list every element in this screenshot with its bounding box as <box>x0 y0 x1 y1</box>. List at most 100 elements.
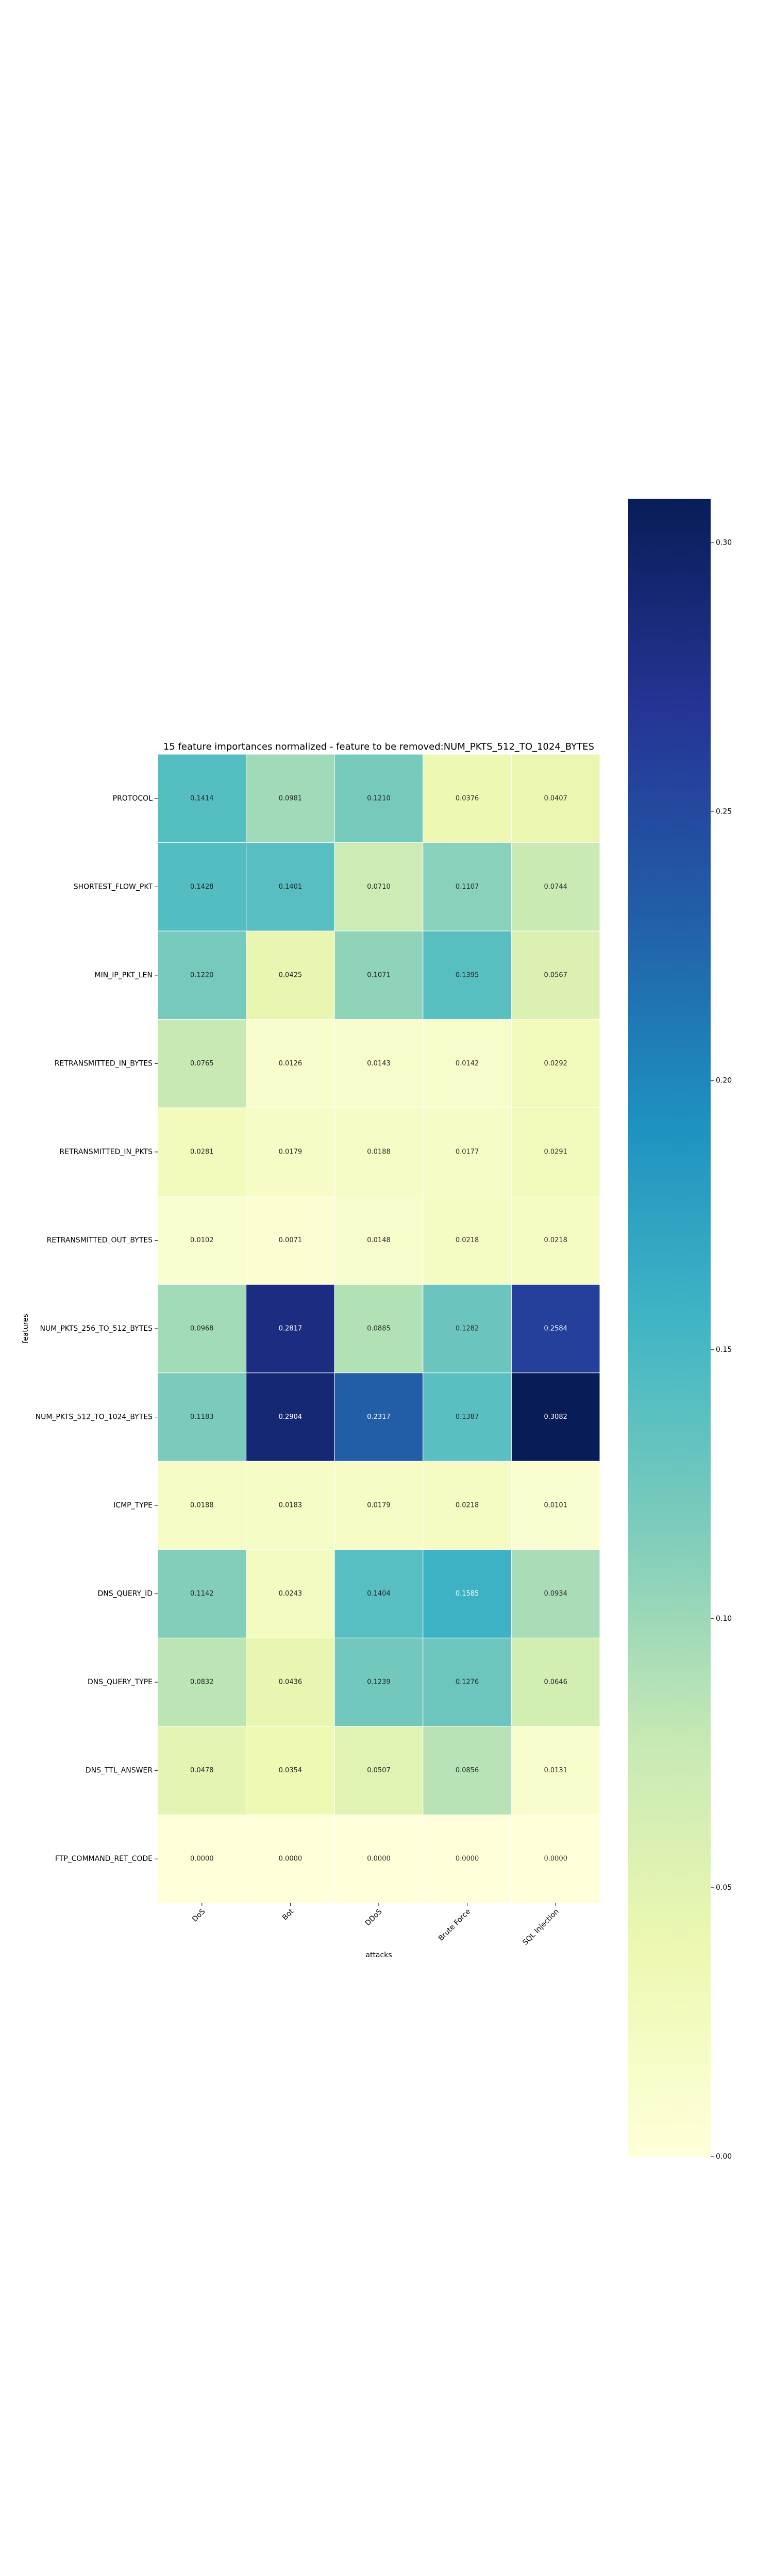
heatmap-cell <box>334 754 424 843</box>
heatmap-cell <box>423 930 512 1020</box>
heatmap-cell <box>511 1461 600 1550</box>
colorbar-tick-label: 0.25 <box>716 808 732 816</box>
heatmap-cell <box>511 1372 600 1462</box>
cell-label: 0.0071 <box>279 1236 303 1244</box>
cell-label: 0.0507 <box>367 1767 391 1774</box>
cell-label: 0.0744 <box>544 883 567 891</box>
cell-label: 0.0148 <box>367 1236 391 1244</box>
x-axis-label: attacks <box>365 1951 392 1959</box>
heatmap-cell <box>334 1372 424 1462</box>
cell-label: 0.0646 <box>544 1679 567 1686</box>
cell-label: 0.1276 <box>456 1679 479 1686</box>
heatmap-cell <box>423 1196 512 1285</box>
cell-label: 0.0856 <box>456 1767 479 1774</box>
cell-label: 0.2584 <box>544 1325 567 1333</box>
cell-label: 0.0968 <box>190 1325 214 1333</box>
cell-label: 0.0188 <box>367 1148 391 1156</box>
y-tick-label: SHORTEST_FLOW_PKT <box>74 883 153 891</box>
heatmap-cell <box>246 1196 335 1285</box>
heatmap-cell <box>246 1461 335 1550</box>
heatmap-cell <box>246 1549 335 1638</box>
heatmap-cell <box>157 1107 247 1197</box>
cell-label: 0.1239 <box>367 1679 391 1686</box>
cell-label: 0.0101 <box>544 1502 567 1510</box>
heatmap-cell <box>423 1726 512 1815</box>
cell-label: 0.0243 <box>279 1590 303 1598</box>
cell-label: 0.1071 <box>367 971 391 979</box>
cell-label: 0.1404 <box>367 1590 391 1598</box>
cell-label: 0.0281 <box>190 1148 214 1156</box>
y-tick-label: FTP_COMMAND_RET_CODE <box>55 1855 153 1863</box>
colorbar-tick-label: 0.10 <box>716 1615 732 1623</box>
cell-label: 0.0478 <box>190 1767 214 1774</box>
cell-label: 0.0832 <box>190 1679 214 1686</box>
heatmap-cell <box>511 1549 600 1638</box>
cell-label: 0.1282 <box>456 1325 479 1333</box>
y-tick-label: RETRANSMITTED_OUT_BYTES <box>47 1236 153 1244</box>
cell-label: 0.0425 <box>279 971 303 979</box>
cell-label: 0.0000 <box>367 1855 391 1863</box>
x-tick-label: DDoS <box>364 1907 384 1927</box>
x-tick-label: DoS <box>191 1907 207 1923</box>
cell-label: 0.1142 <box>190 1590 214 1598</box>
heatmap-cell <box>423 754 512 843</box>
heatmap-cell <box>246 1814 335 1904</box>
y-tick-label: DNS_QUERY_TYPE <box>88 1678 153 1686</box>
y-tick-label: PROTOCOL <box>113 794 153 803</box>
heatmap-cell <box>334 842 424 931</box>
cell-label: 0.0000 <box>190 1855 214 1863</box>
cell-label: 0.0218 <box>456 1236 479 1244</box>
cell-label: 0.0885 <box>367 1325 391 1333</box>
x-tick-label: Bot <box>281 1907 295 1922</box>
cell-label: 0.0407 <box>544 794 567 802</box>
heatmap-cell <box>246 754 335 843</box>
heatmap-cell <box>511 1637 600 1727</box>
heatmap-cell <box>423 1372 512 1462</box>
cell-label: 0.1107 <box>456 883 479 891</box>
cell-label: 0.0102 <box>190 1236 214 1244</box>
cell-label: 0.0354 <box>279 1767 303 1774</box>
cell-label: 0.2904 <box>279 1413 303 1421</box>
heatmap-cell <box>157 1726 247 1815</box>
y-tick-label: DNS_QUERY_ID <box>97 1590 153 1598</box>
colorbar-tick-label: 0.20 <box>716 1077 732 1085</box>
heatmap-cell <box>246 1019 335 1108</box>
colorbar-tick-label: 0.00 <box>716 2153 732 2161</box>
cell-label: 0.0292 <box>544 1060 567 1067</box>
heatmap-cell <box>511 1196 600 1285</box>
heatmap-cell <box>511 1019 600 1108</box>
x-tick-label: SQL Injection <box>521 1907 561 1947</box>
heatmap-cell <box>423 1284 512 1374</box>
cell-label: 0.1414 <box>190 794 214 802</box>
cell-label: 0.0131 <box>544 1767 567 1774</box>
heatmap-cell <box>423 1814 512 1904</box>
colorbar-tick-label: 0.15 <box>716 1346 732 1354</box>
colorbar <box>628 499 711 2157</box>
cell-label: 0.2317 <box>367 1413 391 1421</box>
cell-label: 0.0710 <box>367 883 391 891</box>
cell-label: 0.0143 <box>367 1060 391 1067</box>
heatmap-cell <box>157 754 247 843</box>
heatmap-cell <box>423 1637 512 1727</box>
y-tick-label: NUM_PKTS_512_TO_1024_BYTES <box>36 1413 153 1421</box>
cell-label: 0.1210 <box>367 794 391 802</box>
cell-label: 0.0000 <box>279 1855 303 1863</box>
heatmap-cell <box>511 930 600 1020</box>
cell-label: 0.1183 <box>190 1413 214 1421</box>
cell-label: 0.0934 <box>544 1590 567 1598</box>
heatmap-cell <box>423 1461 512 1550</box>
heatmap-cell <box>423 1549 512 1638</box>
y-axis-label: features <box>22 1314 30 1344</box>
cell-label: 0.0218 <box>456 1502 479 1510</box>
heatmap-cell <box>511 1814 600 1904</box>
heatmap-cell <box>157 1372 247 1462</box>
cell-label: 0.0177 <box>456 1148 479 1156</box>
cell-label: 0.0179 <box>367 1502 391 1510</box>
heatmap-cell <box>334 1461 424 1550</box>
y-tick-label: DNS_TTL_ANSWER <box>86 1767 153 1775</box>
heatmap-cell <box>334 930 424 1020</box>
colorbar-tick-label: 0.05 <box>716 1884 732 1892</box>
y-tick-label: MIN_IP_PKT_LEN <box>95 971 153 979</box>
heatmap-cell <box>157 1637 247 1727</box>
cell-label: 0.0000 <box>456 1855 479 1863</box>
